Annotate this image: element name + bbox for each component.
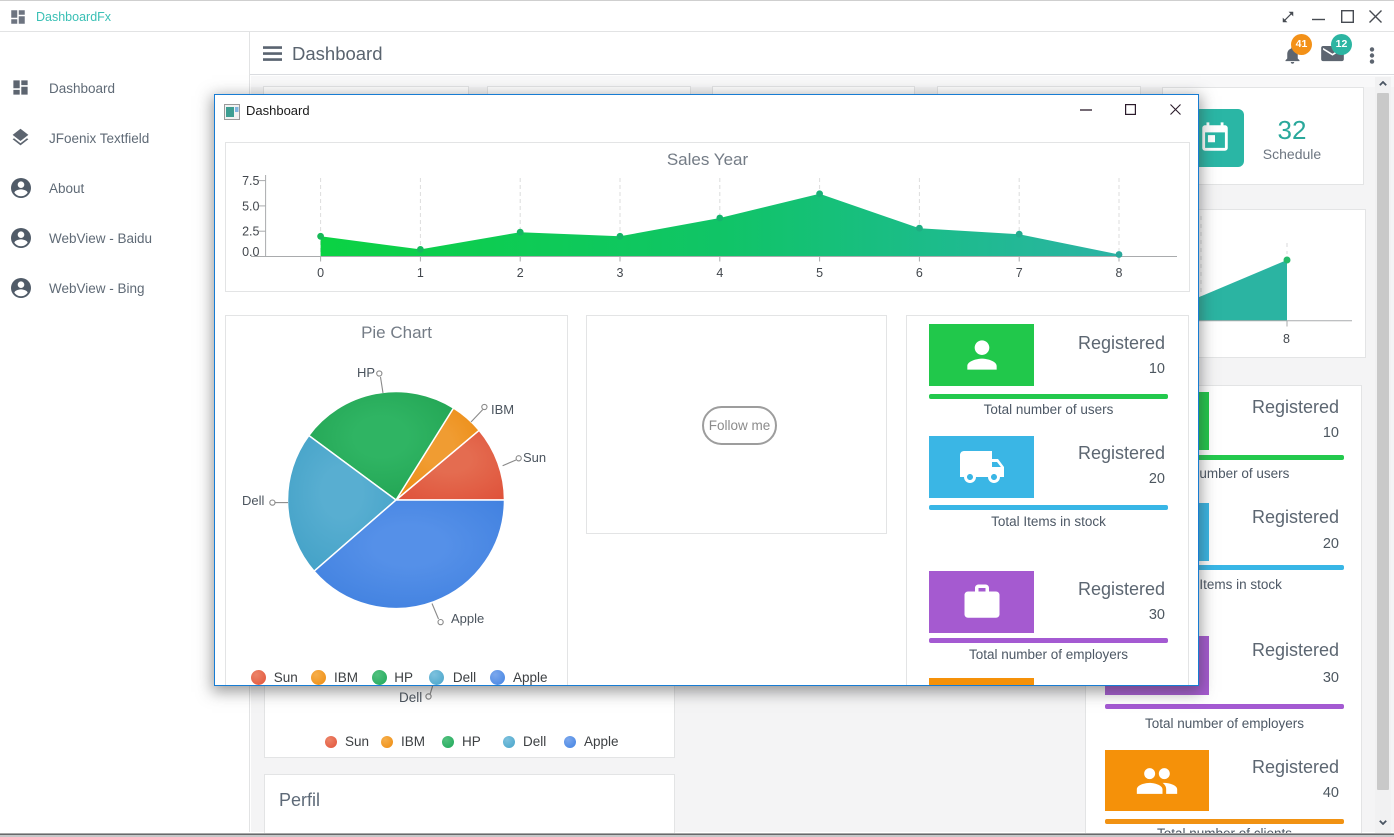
svg-text:8: 8 — [1283, 332, 1290, 346]
svg-text:2: 2 — [517, 266, 524, 280]
svg-text:5: 5 — [816, 266, 823, 280]
svg-text:3: 3 — [617, 266, 624, 280]
svg-text:4: 4 — [716, 266, 723, 280]
svg-text:7: 7 — [1016, 266, 1023, 280]
svg-text:2.5: 2.5 — [242, 225, 259, 239]
svg-text:1: 1 — [417, 266, 424, 280]
svg-text:8: 8 — [1116, 266, 1123, 280]
svg-text:6: 6 — [916, 266, 923, 280]
svg-text:7.5: 7.5 — [242, 174, 259, 188]
svg-text:0.0: 0.0 — [242, 245, 259, 259]
svg-text:5.0: 5.0 — [242, 199, 259, 213]
svg-text:0: 0 — [317, 266, 324, 280]
